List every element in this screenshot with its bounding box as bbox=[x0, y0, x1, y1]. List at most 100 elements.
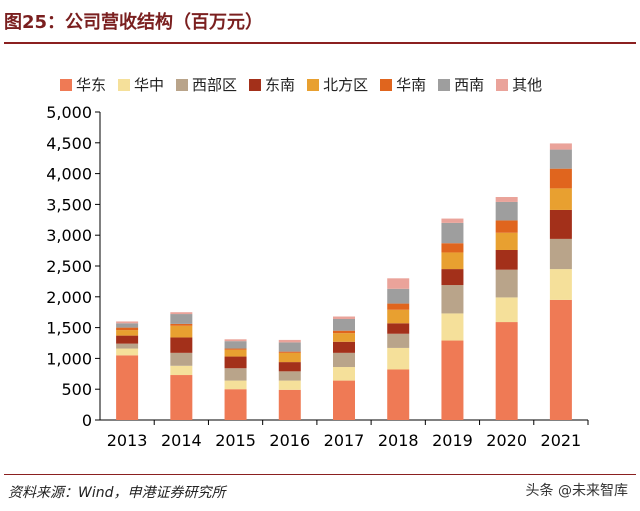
legend-swatch bbox=[176, 78, 189, 91]
bar-segment bbox=[116, 327, 139, 331]
bar-segment bbox=[170, 312, 193, 315]
bar-segment bbox=[333, 318, 355, 331]
bar-segment bbox=[549, 269, 572, 300]
bar-segment bbox=[333, 352, 355, 368]
bar-segment bbox=[441, 218, 464, 223]
legend-item: 华中 bbox=[118, 74, 164, 95]
legend-label: 西南 bbox=[454, 76, 485, 94]
legend-label: 西部区 bbox=[192, 76, 238, 94]
bar-segment bbox=[278, 362, 301, 372]
x-tick-label: 2017 bbox=[324, 431, 365, 450]
bar-segment bbox=[495, 269, 518, 298]
legend-item: 西南 bbox=[438, 74, 484, 95]
legend-item: 西部区 bbox=[176, 74, 237, 95]
legend-swatch bbox=[496, 78, 509, 91]
bar-segment bbox=[495, 220, 518, 233]
bar-segment bbox=[495, 197, 518, 202]
bar-segment bbox=[495, 297, 518, 323]
bar-segment bbox=[116, 348, 139, 356]
legend-label: 华中 bbox=[134, 76, 165, 94]
bar-segment bbox=[495, 201, 518, 221]
bar-segment bbox=[116, 323, 139, 328]
bar-segment bbox=[387, 323, 410, 334]
bar-segment bbox=[170, 365, 193, 376]
bar-segment bbox=[549, 168, 572, 189]
bar-segment bbox=[224, 339, 247, 342]
bar-segment bbox=[441, 243, 464, 253]
y-tick-label: 0 bbox=[82, 411, 92, 430]
chart-title: 图25：公司营收结构（百万元） bbox=[4, 12, 264, 33]
legend-swatch bbox=[249, 78, 262, 91]
legend-label: 北方区 bbox=[323, 76, 369, 94]
bar-segment bbox=[278, 352, 301, 363]
legend-item: 北方区 bbox=[307, 74, 368, 95]
bar-segment bbox=[116, 355, 139, 420]
bar-segment bbox=[224, 356, 247, 369]
bar-segment bbox=[116, 330, 139, 336]
bar-segment bbox=[278, 342, 301, 352]
legend-label: 东南 bbox=[265, 76, 296, 94]
y-tick-label: 3,000 bbox=[46, 226, 92, 245]
legend-item: 其他 bbox=[496, 74, 542, 95]
bar-segment bbox=[441, 340, 464, 420]
legend-label: 其他 bbox=[512, 76, 543, 94]
bar-segment bbox=[441, 285, 464, 314]
bar-segment bbox=[224, 341, 247, 349]
bar-segment bbox=[278, 351, 301, 353]
bar-segment bbox=[333, 330, 355, 334]
x-tick-label: 2016 bbox=[269, 431, 310, 450]
legend-swatch bbox=[118, 78, 131, 91]
legend-swatch bbox=[307, 78, 320, 91]
y-tick-label: 5,000 bbox=[46, 103, 92, 122]
bar-segment bbox=[224, 380, 247, 390]
bar-segment bbox=[170, 325, 193, 338]
footer-divider bbox=[4, 474, 636, 475]
y-tick-label: 4,000 bbox=[46, 165, 92, 184]
bar-segment bbox=[549, 238, 572, 270]
bar-segment bbox=[278, 339, 301, 343]
y-tick-label: 4,500 bbox=[46, 134, 92, 153]
x-tick-label: 2013 bbox=[107, 431, 148, 450]
bar-segment bbox=[549, 149, 572, 169]
bar-segment bbox=[441, 252, 464, 270]
legend-label: 华东 bbox=[76, 76, 107, 94]
x-tick-label: 2014 bbox=[161, 431, 202, 450]
bar-segment bbox=[387, 303, 410, 310]
y-tick-label: 2,500 bbox=[46, 257, 92, 276]
bar-segment bbox=[549, 299, 572, 420]
bar-segment bbox=[387, 347, 410, 370]
y-tick-label: 1,000 bbox=[46, 349, 92, 368]
x-tick-label: 2019 bbox=[432, 431, 473, 450]
bar-segment bbox=[441, 313, 464, 341]
bar-segment bbox=[387, 309, 410, 324]
bar-segment bbox=[224, 389, 247, 420]
bar-segment bbox=[549, 209, 572, 239]
bar-segment bbox=[495, 232, 518, 250]
bar-segment bbox=[387, 278, 410, 289]
y-tick-label: 1,500 bbox=[46, 319, 92, 338]
bar-segment bbox=[441, 269, 464, 286]
legend-item: 东南 bbox=[249, 74, 295, 95]
bar-segment bbox=[278, 389, 301, 420]
legend-swatch bbox=[60, 78, 72, 91]
stacked-bar-chart: 0 500 1,000 1,500 2,000 2,500 3,000 3,500 4,000 4… bbox=[46, 103, 589, 450]
bar-segment bbox=[170, 375, 193, 420]
legend-swatch bbox=[380, 78, 393, 91]
bar-segment bbox=[495, 322, 518, 420]
bar-segment bbox=[387, 333, 410, 348]
source-note: 资料来源：Wind，申港证券研究所 bbox=[8, 485, 226, 501]
bar-segment bbox=[387, 369, 410, 420]
y-tick-label: 500 bbox=[61, 380, 92, 399]
y-tick-label: 3,500 bbox=[46, 195, 92, 214]
watermark: 头条 @未来智库 bbox=[525, 483, 628, 499]
bar-segment bbox=[441, 222, 464, 244]
title-divider bbox=[4, 42, 636, 44]
bar-segment bbox=[549, 188, 572, 210]
bar-segment bbox=[549, 143, 572, 150]
bar-segment bbox=[116, 321, 139, 324]
y-tick-label: 2,000 bbox=[46, 288, 92, 307]
bar-segment bbox=[170, 352, 193, 366]
bar-segment bbox=[224, 348, 247, 350]
bar-segment bbox=[333, 333, 355, 342]
legend-item: 华东 bbox=[60, 74, 106, 95]
